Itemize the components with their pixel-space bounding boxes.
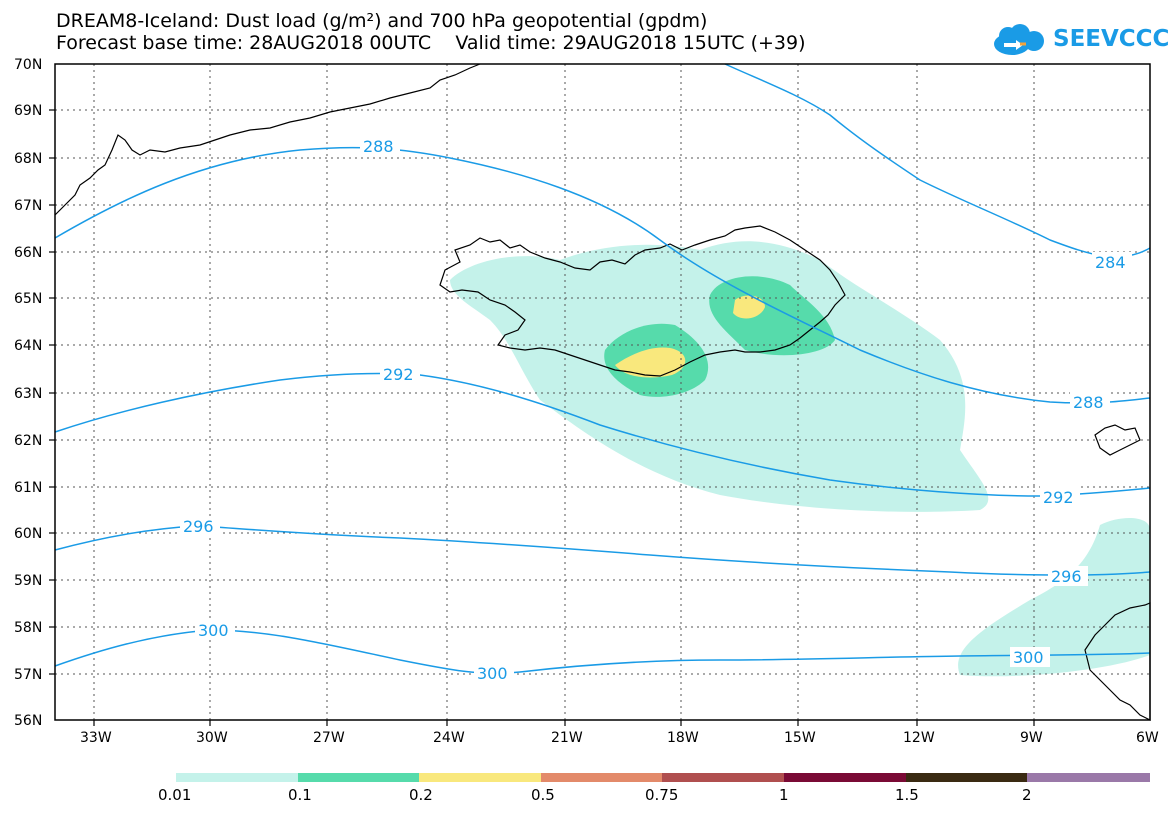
lon-label: 30W [196, 730, 228, 746]
legend-label: 1 [779, 786, 789, 804]
iceland-coast [439, 225, 846, 377]
contour-label: 296 [1051, 567, 1082, 586]
map-subtitle: Forecast base time: 28AUG2018 00UTC Vali… [56, 32, 806, 54]
legend-swatch [662, 773, 784, 782]
lat-label: 58N [14, 620, 42, 636]
logo-text: SEEVCCC [1053, 26, 1170, 52]
contour-line-284 [724, 63, 1151, 258]
legend-colorbar [176, 773, 1150, 782]
contour-label: 300 [198, 621, 229, 640]
contour-label: 292 [1043, 488, 1074, 507]
legend-label: 2 [1022, 786, 1032, 804]
lon-label: 6W [1136, 730, 1159, 746]
lat-label: 61N [14, 480, 42, 496]
lon-label: 12W [903, 730, 935, 746]
lat-label: 66N [14, 245, 42, 261]
legend-labels: 0.01 0.1 0.2 0.5 0.75 1 1.5 2 [158, 786, 1032, 804]
lat-label: 64N [14, 338, 42, 354]
latitude-labels: 70N 69N 68N 67N 66N 65N 64N 63N 62N 61N … [14, 57, 42, 729]
lon-label: 24W [433, 730, 465, 746]
legend-label: 0.5 [531, 786, 555, 804]
lat-label: 65N [14, 291, 42, 307]
contour-label: 296 [183, 517, 214, 536]
contour-label: 288 [1073, 393, 1104, 412]
lat-label: 60N [14, 526, 42, 542]
legend-label: 0.2 [409, 786, 433, 804]
greenland-coast [54, 63, 481, 216]
contour-label: 300 [1013, 648, 1044, 667]
faroe-coast [1094, 424, 1141, 456]
lat-label: 62N [14, 433, 42, 449]
lon-label: 27W [313, 730, 345, 746]
lat-label: 56N [14, 713, 42, 729]
legend-swatch [298, 773, 419, 782]
lat-label: 57N [14, 667, 42, 683]
contour-line-288-north [54, 146, 1151, 404]
lat-label: 63N [14, 386, 42, 402]
seevccc-logo [994, 24, 1044, 55]
legend-swatch [784, 773, 906, 782]
longitude-labels: 33W 30W 27W 24W 21W 18W 15W 12W 9W 6W [80, 730, 1159, 746]
contour-label: 284 [1095, 253, 1126, 272]
contour-label: 288 [363, 137, 394, 156]
lat-label: 59N [14, 573, 42, 589]
lon-label: 9W [1020, 730, 1043, 746]
lat-label: 70N [14, 57, 42, 73]
dust-area-low-se [958, 518, 1150, 677]
cloud-icon [994, 24, 1044, 55]
legend-swatch [419, 773, 541, 782]
dust-shading [450, 241, 1150, 677]
dust-area-high-east [733, 295, 765, 319]
legend-label: 1.5 [895, 786, 919, 804]
axis-ticks [49, 109, 1035, 726]
legend-swatch [541, 773, 662, 782]
lon-label: 18W [667, 730, 699, 746]
legend-label: 0.01 [158, 786, 191, 804]
dust-area-high-south [615, 347, 686, 378]
legend-swatch [176, 773, 298, 782]
legend-swatch [1027, 773, 1150, 782]
contour-label: 300 [477, 664, 508, 683]
lat-label: 68N [14, 151, 42, 167]
legend-swatch [906, 773, 1027, 782]
lat-label: 69N [14, 103, 42, 119]
lat-label: 67N [14, 198, 42, 214]
map-title: DREAM8-Iceland: Dust load (g/m²) and 700… [56, 10, 708, 32]
legend-label: 0.75 [645, 786, 678, 804]
contour-label-group: 288 284 292 288 292 296 296 300 300 300 [180, 136, 1132, 683]
lon-label: 33W [80, 730, 112, 746]
legend-label: 0.1 [288, 786, 312, 804]
grid-lines [55, 64, 1150, 720]
lon-label: 15W [784, 730, 816, 746]
map-frame [54, 63, 1151, 721]
lon-label: 21W [551, 730, 583, 746]
contour-label: 292 [383, 365, 414, 384]
dust-area-low [450, 241, 989, 512]
contour-line-292 [54, 372, 1151, 497]
